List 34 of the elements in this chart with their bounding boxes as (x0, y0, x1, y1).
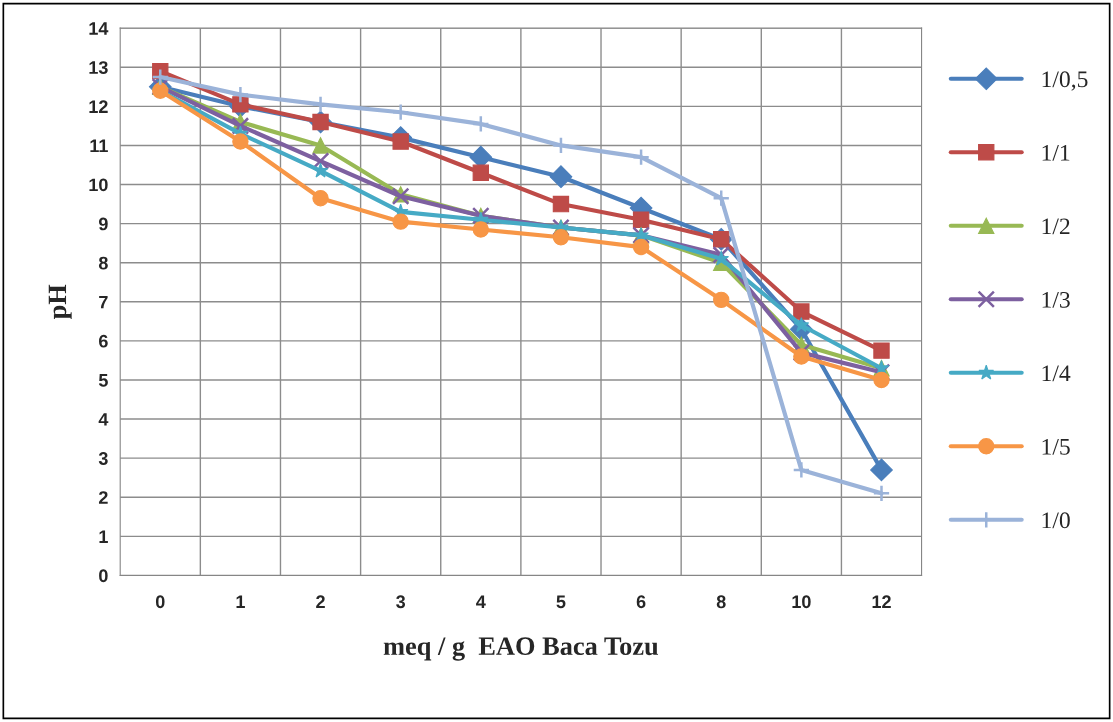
x-tick-label: 4 (476, 595, 486, 608)
legend-label: 1/2 (1042, 218, 1070, 235)
x-tick-label: 3 (396, 595, 406, 609)
x-tick-label: 12 (872, 595, 891, 608)
x-tick-label: 8 (716, 595, 726, 609)
y-tick-label: 5 (98, 374, 108, 387)
y-axis-title: pH (48, 284, 72, 320)
y-tick-label: 10 (89, 178, 108, 192)
x-axis-title: meq / g EAO Baca Tozu (383, 637, 659, 661)
y-tick-label: 2 (98, 491, 108, 504)
y-tick-label: 4 (98, 413, 109, 426)
x-tick-label: 6 (636, 595, 646, 609)
legend-label: 1/4 (1042, 365, 1071, 382)
legend-label: 1/0 (1042, 512, 1070, 529)
legend-label: 1/3 (1042, 291, 1070, 308)
y-tick-label: 12 (89, 100, 108, 113)
legend-label: 1/1 (1042, 144, 1070, 161)
x-tick-label: 10 (792, 595, 811, 609)
y-tick-label: 6 (99, 334, 108, 348)
x-tick-label: 5 (556, 595, 566, 609)
y-tick-label: 7 (99, 295, 108, 309)
x-tick-label: 1 (236, 595, 245, 608)
x-tick-label: 2 (316, 595, 325, 608)
y-tick-label: 9 (98, 217, 108, 231)
y-tick-label: 11 (90, 139, 108, 152)
y-tick-label: 14 (89, 22, 109, 35)
y-tick-label: 0 (99, 569, 108, 583)
y-tick-label: 3 (98, 452, 108, 465)
x-tick-label: 0 (155, 595, 165, 609)
legend-label: 1/0,5 (1042, 71, 1088, 91)
y-tick-label: 1 (99, 530, 108, 543)
y-tick-label: 8 (98, 256, 108, 270)
y-tick-label: 13 (89, 61, 108, 74)
legend-label: 1/5 (1042, 438, 1070, 455)
